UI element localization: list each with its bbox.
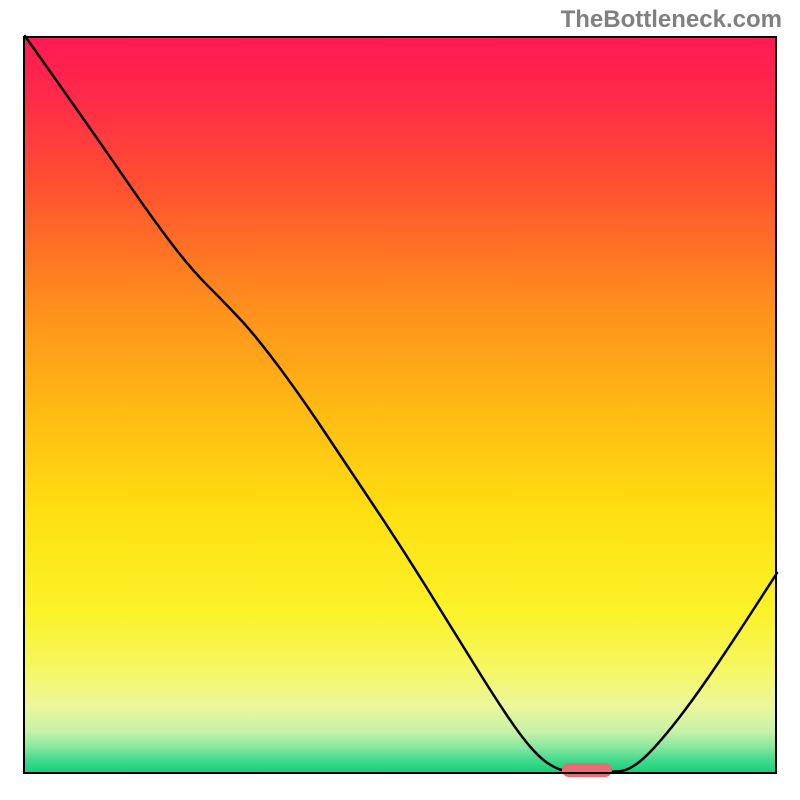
plot-frame bbox=[23, 36, 777, 774]
watermark-text: TheBottleneck.com bbox=[561, 6, 782, 34]
